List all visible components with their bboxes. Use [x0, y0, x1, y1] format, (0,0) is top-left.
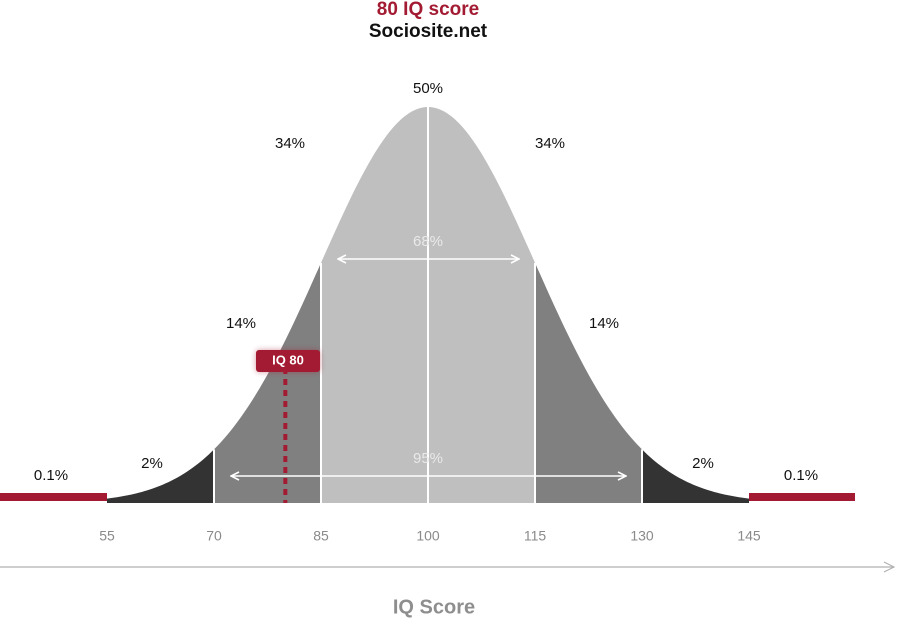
- marker-badge-label: IQ 80: [272, 352, 304, 367]
- x-tick-label-55: 55: [99, 528, 115, 544]
- chart-title: 80 IQ score: [376, 0, 480, 20]
- region-label-1: 2%: [141, 455, 163, 472]
- x-ticks: 55 70 85 100 115 130 145: [99, 528, 761, 544]
- peak-label: 50%: [413, 80, 443, 97]
- curve-region-5: [535, 262, 642, 503]
- curve-region-3: [321, 107, 428, 503]
- iq-marker: IQ 80: [256, 350, 320, 503]
- x-tick-label-85: 85: [313, 528, 329, 544]
- range-arrows: 68% 95%: [231, 233, 626, 476]
- region-label-3: 34%: [275, 135, 305, 152]
- marker-badge: [256, 350, 320, 372]
- tail-region-7: [749, 493, 855, 501]
- region-labels: 0.1% 2% 14% 34% 34% 14% 2% 0.1% 50%: [34, 80, 818, 484]
- region-label-0: 0.1%: [34, 467, 68, 484]
- curve-regions: [0, 107, 855, 503]
- x-tick-label-145: 145: [737, 528, 761, 544]
- range-label-0: 68%: [413, 233, 443, 250]
- curve-region-2: [214, 262, 321, 503]
- region-label-5: 14%: [589, 315, 619, 332]
- x-tick-label-100: 100: [416, 528, 440, 544]
- x-tick-label-130: 130: [630, 528, 654, 544]
- region-label-2: 14%: [226, 315, 256, 332]
- curve-region-1: [107, 449, 214, 503]
- tail-region-0: [0, 493, 107, 501]
- region-label-6: 2%: [692, 455, 714, 472]
- chart-subtitle: Sociosite.net: [368, 21, 488, 42]
- curve-region-6: [642, 449, 749, 503]
- x-tick-label-115: 115: [524, 528, 547, 544]
- x-axis-label: IQ Score: [393, 596, 475, 618]
- range-label-1: 95%: [413, 450, 443, 467]
- curve-region-4: [428, 107, 535, 503]
- sd-dividers: [213, 107, 643, 503]
- region-label-7: 0.1%: [784, 467, 818, 484]
- x-tick-label-70: 70: [206, 528, 222, 544]
- x-axis: IQ Score: [0, 567, 894, 618]
- region-label-4: 34%: [535, 135, 565, 152]
